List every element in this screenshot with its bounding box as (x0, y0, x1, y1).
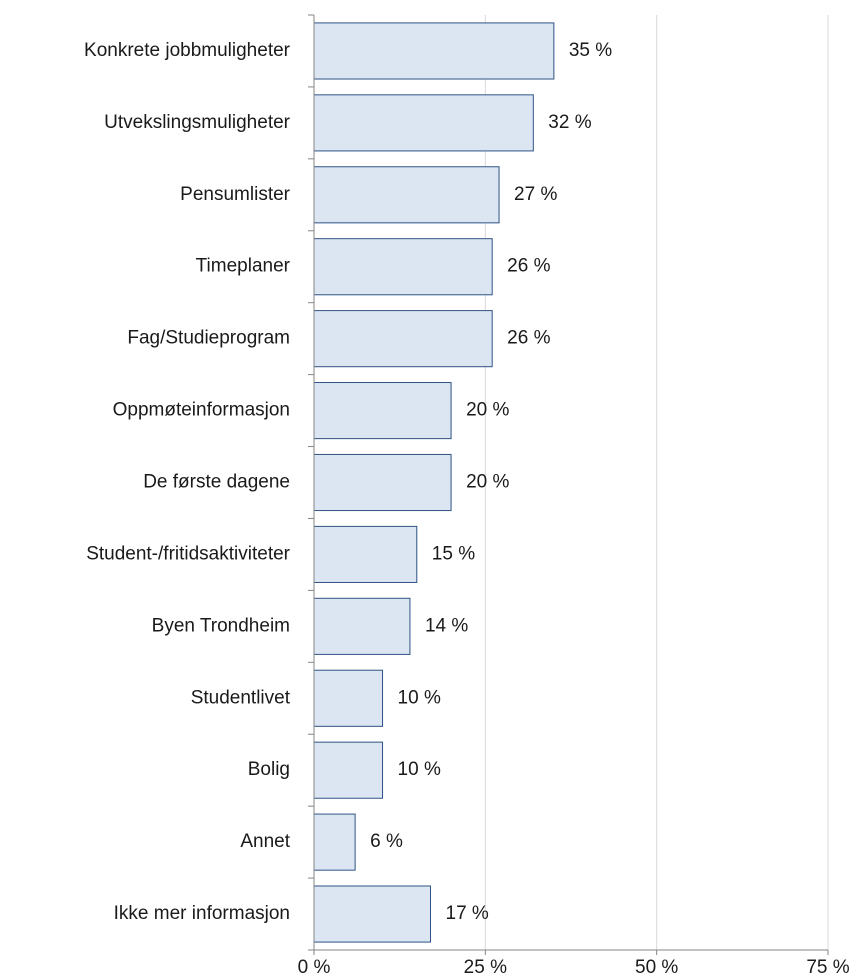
value-label: 26 % (507, 256, 550, 277)
value-label: 10 % (398, 759, 441, 780)
value-label: 35 % (569, 40, 612, 61)
y-tick-label: Ikke mer informasjon (114, 903, 290, 924)
bar (313, 597, 411, 655)
bar (313, 238, 493, 296)
bar (313, 22, 555, 80)
value-label: 32 % (548, 112, 591, 133)
y-tick-label: Oppmøteinformasjon (113, 400, 290, 421)
y-tick-label: Pensumlister (180, 184, 290, 205)
x-tick-label: 0 % (298, 957, 331, 978)
y-tick-label: Bolig (248, 759, 290, 780)
y-tick-label: Studentlivet (191, 687, 291, 708)
bar (313, 669, 384, 727)
value-label: 26 % (507, 328, 550, 349)
x-tick-label: 25 % (464, 957, 507, 978)
y-tick-label: De første dagene (143, 472, 290, 493)
value-label: 27 % (514, 184, 557, 205)
y-tick-label: Fag/Studieprogram (127, 328, 290, 349)
value-label: 20 % (466, 472, 509, 493)
value-label: 15 % (432, 543, 475, 564)
y-tick-label: Utvekslingsmuligheter (104, 112, 291, 133)
x-tick-label: 50 % (635, 957, 678, 978)
bar (313, 885, 432, 943)
bar (313, 741, 384, 799)
value-label: 17 % (446, 903, 489, 924)
value-label: 20 % (466, 400, 509, 421)
y-tick-label: Konkrete jobbmuligheter (84, 40, 291, 61)
y-tick-label: Timeplaner (196, 256, 291, 277)
bar (313, 453, 452, 512)
bar (313, 525, 418, 583)
value-label: 14 % (425, 615, 468, 636)
value-label: 6 % (370, 831, 403, 852)
bar (313, 94, 534, 152)
y-tick-label: Byen Trondheim (152, 615, 290, 636)
x-tick-label: 75 % (806, 957, 849, 978)
y-tick-label: Student-/fritidsaktiviteter (86, 543, 290, 564)
value-label: 10 % (398, 687, 441, 708)
y-tick-label: Annet (240, 831, 290, 852)
bar (313, 166, 500, 224)
bar (313, 382, 452, 440)
bar (313, 813, 356, 871)
bar (313, 310, 493, 368)
